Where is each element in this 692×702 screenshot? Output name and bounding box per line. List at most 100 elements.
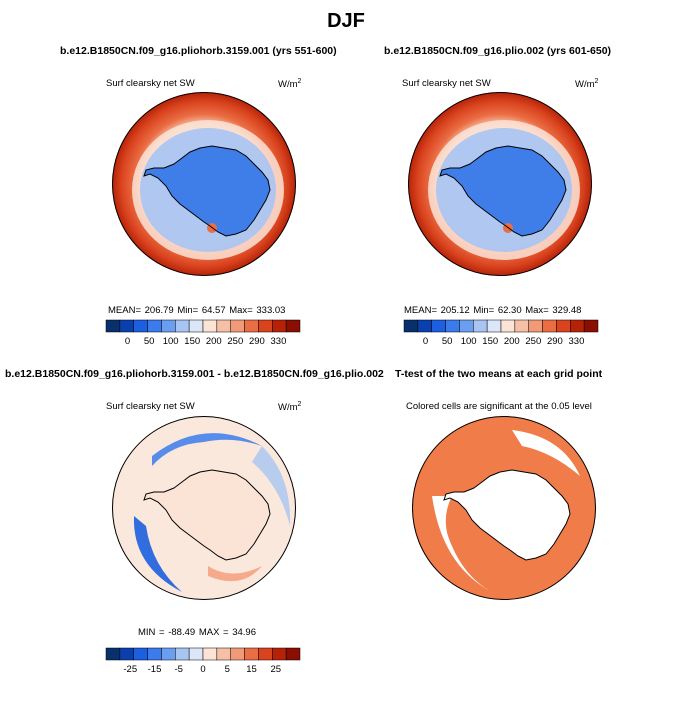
coastline — [143, 145, 271, 237]
colorbar-tick-label: 150 — [482, 336, 498, 347]
colorbar-swatch — [105, 319, 121, 333]
antarctica-field — [440, 146, 566, 236]
colorbar-swatch — [244, 647, 259, 661]
colorbar-tick-label: -25 — [123, 664, 137, 675]
colorbar-swatch — [133, 647, 148, 661]
variable-label: Surf clearsky net SW — [402, 78, 491, 89]
colorbar-swatch — [161, 647, 176, 661]
colorbar-swatch — [133, 319, 148, 333]
colorbar-swatch — [147, 319, 162, 333]
colorbar-swatch — [403, 319, 419, 333]
colorbar: 0 50 100 150 200 250 290 330 — [105, 319, 301, 347]
map-border — [112, 416, 296, 600]
map-border — [112, 92, 296, 276]
colorbar-swatch — [105, 647, 121, 661]
colorbar-swatch — [473, 319, 488, 333]
map-panel-1 — [112, 92, 296, 276]
not-significant-cells — [432, 496, 492, 592]
colorbar-swatch — [216, 319, 231, 333]
colorbar-tick-label: 150 — [184, 336, 200, 347]
coastline — [143, 469, 271, 561]
colorbar-swatch — [285, 319, 301, 333]
stats-line: MIN = -88.49 MAX = 34.96 — [138, 627, 257, 638]
colorbar-swatch — [258, 647, 273, 661]
colorbar-swatch — [188, 647, 204, 661]
colorbar-swatch — [542, 319, 557, 333]
colorbar-tick-label: 0 — [125, 336, 130, 347]
colorbar-tick-label: 250 — [227, 336, 243, 347]
colorbar-swatch — [514, 319, 529, 333]
negative-anomaly — [152, 433, 262, 466]
colorbar-swatch — [202, 319, 218, 333]
page-title: DJF — [327, 10, 365, 32]
colorbar-swatch — [431, 319, 446, 333]
colorbar-swatch — [445, 319, 460, 333]
panel-title: b.e12.B1850CN.f09_g16.plio.002 (yrs 601-… — [384, 45, 612, 57]
variable-label: Surf clearsky net SW — [106, 78, 195, 89]
units-label: W/m2 — [575, 78, 599, 91]
colorbar-swatch — [459, 319, 474, 333]
colorbar-tick-label: 0 — [200, 664, 205, 675]
colorbar-swatch — [175, 647, 190, 661]
colorbar-swatch — [417, 319, 432, 333]
significance-note: Colored cells are significant at the 0.0… — [406, 401, 592, 412]
colorbar-swatch — [570, 319, 585, 333]
colorbar-tick-label: 50 — [442, 336, 453, 347]
positive-anomaly — [208, 566, 262, 582]
colorbar-tick-label: -5 — [175, 664, 183, 675]
colorbar-swatch — [486, 319, 502, 333]
colorbar-tick-label: 200 — [504, 336, 520, 347]
colorbar-swatch — [230, 647, 245, 661]
colorbar-tick-label: 0 — [423, 336, 428, 347]
colorbar-swatch — [272, 319, 287, 333]
colorbar-tick-label: 250 — [525, 336, 541, 347]
colorbar-swatch — [528, 319, 543, 333]
colorbar-swatch — [244, 319, 259, 333]
colorbar-tick-label: 330 — [271, 336, 287, 347]
colorbar-tick-label: 330 — [569, 336, 585, 347]
colorbar-swatch — [175, 319, 190, 333]
colorbar-swatch — [119, 647, 134, 661]
colorbar-swatch — [230, 319, 245, 333]
colorbar-tick-label: 5 — [225, 664, 230, 675]
stats-line: MEAN= 206.79 Min= 64.57 Max= 333.03 — [108, 305, 286, 316]
colorbar-swatch — [583, 319, 599, 333]
negative-anomaly — [252, 446, 291, 526]
colorbar-swatch — [500, 319, 516, 333]
colorbar-swatch — [147, 647, 162, 661]
map-panel-4 — [412, 416, 596, 600]
panel-title: T-test of the two means at each grid poi… — [395, 368, 603, 380]
panel-title: b.e12.B1850CN.f09_g16.pliohorb.3159.001 … — [5, 368, 384, 380]
colorbar-swatch — [258, 319, 273, 333]
panel-title: b.e12.B1850CN.f09_g16.pliohorb.3159.001 … — [60, 45, 337, 57]
map-border — [408, 92, 592, 276]
antarctica-field — [144, 470, 270, 560]
colorbar-tick-label: 100 — [163, 336, 179, 347]
colorbar-tick-label: 25 — [270, 664, 281, 675]
colorbar-swatch — [202, 647, 218, 661]
stats-line: MEAN= 205.12 Min= 62.30 Max= 329.48 — [404, 305, 582, 316]
coastline — [443, 469, 571, 561]
colorbar-swatch — [161, 319, 176, 333]
not-significant-cells — [512, 430, 580, 476]
colorbar-swatch — [119, 319, 134, 333]
colorbar-swatch — [285, 647, 301, 661]
colorbar-tick-label: 200 — [206, 336, 222, 347]
colorbar-tick-label: 100 — [461, 336, 477, 347]
colorbar-swatch — [188, 319, 204, 333]
units-label: W/m2 — [278, 78, 302, 91]
antarctica-field — [144, 146, 270, 236]
variable-label: Surf clearsky net SW — [106, 401, 195, 412]
map-panel-2 — [408, 92, 592, 276]
colorbar-tick-label: -15 — [148, 664, 162, 675]
not-significant-cells — [444, 470, 570, 560]
coastline — [439, 145, 567, 237]
map-panel-3 — [112, 416, 296, 600]
map-border — [412, 416, 596, 600]
colorbar-tick-label: 290 — [547, 336, 563, 347]
colorbar-tick-label: 15 — [246, 664, 257, 675]
colorbar-tick-label: 50 — [144, 336, 155, 347]
colorbar-tick-label: 290 — [249, 336, 265, 347]
colorbar: 0 50 100 150 200 250 290 330 — [403, 319, 599, 347]
colorbar: -25 -15 -5 0 5 15 25 — [105, 647, 301, 675]
